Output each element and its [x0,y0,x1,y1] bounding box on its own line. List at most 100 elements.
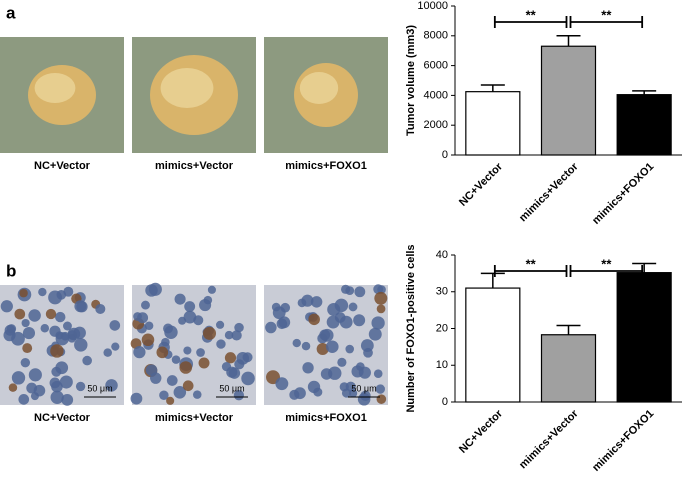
cell [173,386,187,399]
cell [51,380,63,393]
cell [130,392,143,405]
cell [45,308,57,320]
y-tick-label: 0 [442,396,448,408]
cell [349,389,358,398]
cell [183,346,192,355]
cell [150,372,162,384]
bar [616,94,672,156]
cell [20,357,31,368]
cell [376,304,386,314]
cell [308,313,320,326]
cell [28,368,42,382]
panel-label: b [6,261,16,280]
cell [50,344,64,358]
cell [14,308,26,320]
cell [275,377,289,391]
significance-bracket [493,16,568,28]
scale-bar-label: 50 μm [87,383,112,393]
cell [278,316,291,329]
cell [38,287,47,297]
cell [301,341,311,351]
cell [11,371,26,385]
cell [40,323,50,333]
cell [22,343,33,354]
cell [374,291,388,305]
cell [75,381,86,392]
cell [178,316,187,325]
cell [334,312,346,323]
cell [182,380,194,392]
panel-label: a [6,3,16,22]
cell [376,394,387,404]
significance-label: ** [601,256,612,271]
cell [161,337,170,347]
y-tick-label: 20 [436,322,448,334]
cell [171,355,181,364]
cell [202,326,217,340]
cell [192,390,202,399]
bar [540,334,597,403]
cell [265,321,277,334]
cell [111,342,120,351]
cell [325,340,339,354]
cell [8,383,18,392]
cell [19,288,28,298]
cell [156,346,169,359]
scale-bar-label: 50 μm [219,383,244,393]
cell [375,384,385,394]
cell [74,338,88,352]
cell [377,285,386,294]
cell [144,321,154,331]
cell [234,359,245,370]
cell [82,355,92,366]
y-tick-label: 30 [436,286,448,298]
cell [196,348,205,357]
cell [360,339,374,352]
significance-bracket [493,265,568,277]
significance-label: ** [526,256,537,271]
cell [242,352,253,363]
cell [109,320,121,331]
cell [373,369,383,378]
error-bar [556,324,581,335]
cell [345,344,355,354]
cell [73,326,86,340]
cell [228,367,241,379]
cell [224,330,234,340]
cell [28,309,41,322]
cell [292,338,301,348]
y-tick-label: 0 [442,149,448,161]
photo-caption: NC+Vector [34,160,91,172]
cell [74,300,87,313]
photo-caption: mimics+FOXO1 [285,412,367,424]
cell [174,293,186,305]
cell [179,361,193,374]
cell [103,348,112,357]
significance-label: ** [526,7,537,22]
cell [354,286,366,298]
significance-bracket [569,16,644,28]
cell [337,357,347,367]
cell [371,316,385,330]
x-tick-label: mimics+Vector [517,407,581,471]
cell [353,314,366,327]
cell [360,390,371,402]
cell [33,384,46,397]
cell [327,302,341,317]
x-tick-label: mimics+FOXO1 [590,408,656,474]
cell [216,339,226,349]
photo-caption: mimics+Vector [155,412,234,424]
cell [59,375,73,389]
cell [199,299,212,312]
cell [221,362,232,372]
y-axis-label: Number of FOXO1-positive cells [405,244,417,412]
y-tick-label: 2000 [424,119,448,131]
cell [215,320,225,329]
y-axis-label: Tumor volume (mm3) [405,25,417,136]
cell [0,300,13,313]
tumor-highlight [160,68,214,108]
x-tick-label: mimics+Vector [517,160,581,224]
cell [55,361,69,375]
cell [272,306,286,320]
cell [137,312,149,324]
